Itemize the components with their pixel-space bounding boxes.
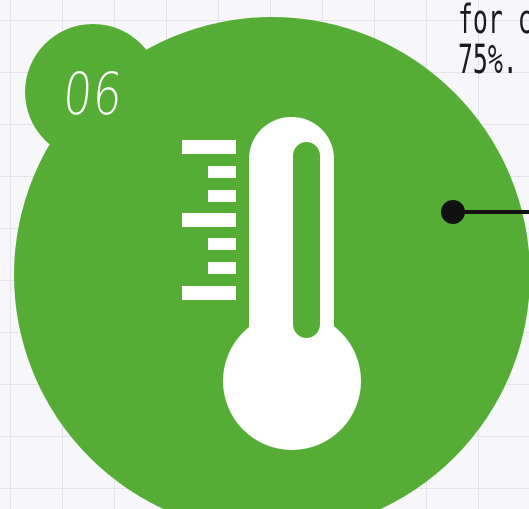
thermometer-bulb [223,312,361,450]
scale-tick [208,166,236,178]
scale-tick [208,262,236,274]
thermometer-channel [293,142,320,338]
scale-tick [182,213,236,227]
connector-dot-icon [441,200,465,224]
scale-tick [182,140,236,154]
badge-circle [25,24,161,160]
scale-tick [208,190,236,202]
annotation-line-2: 75%. [458,37,518,83]
thermometer-icon [182,117,361,450]
annotation-line-1: for c [458,0,529,43]
step-number: 06 [60,60,126,128]
annotation-text: for c 75%. [458,0,529,83]
scale-tick [182,286,236,300]
scale-tick [208,238,236,250]
